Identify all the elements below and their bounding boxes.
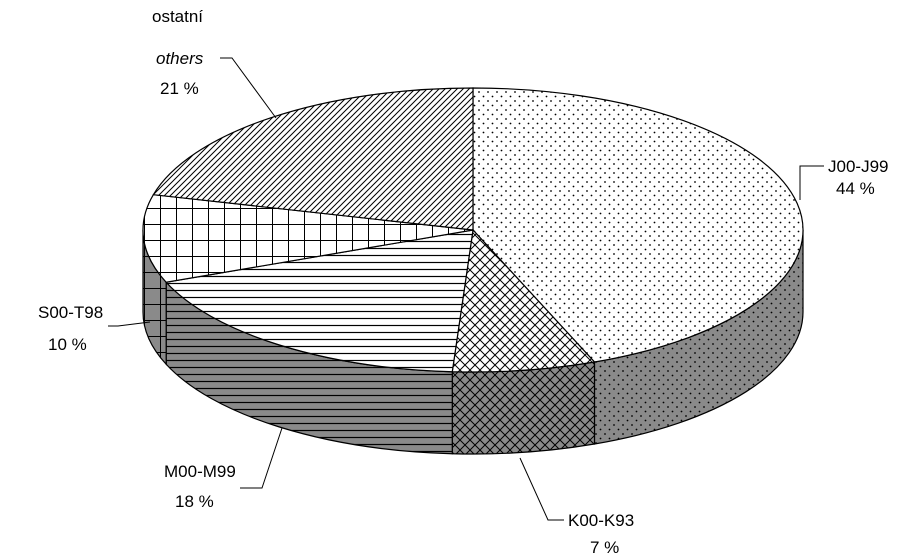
label-s00-t98: S00-T98 xyxy=(38,303,103,322)
value-j00-j99: 44 % xyxy=(836,179,875,198)
pie-slice-m00-m99 xyxy=(164,229,474,373)
leader-line-s00-t98 xyxy=(108,321,151,327)
label-k00-k93: K00-K93 xyxy=(568,511,634,530)
label-others: ostatní xyxy=(152,7,203,26)
label-others-en: others xyxy=(156,49,204,68)
value-s00-t98: 10 % xyxy=(48,335,87,354)
pie-side-k00-k93 xyxy=(451,361,596,455)
value-others: 21 % xyxy=(160,79,199,98)
value-k00-k93: 7 % xyxy=(590,538,619,557)
leader-line-m00-m99 xyxy=(240,427,283,489)
leader-line-others xyxy=(220,57,277,119)
label-j00-j99: J00-J99 xyxy=(828,157,888,176)
label-m00-m99: M00-M99 xyxy=(164,462,236,481)
pie-slice-j00-j99 xyxy=(472,87,804,363)
value-m00-m99: 18 % xyxy=(175,492,214,511)
leader-lines xyxy=(108,57,824,521)
leader-line-j00-j99 xyxy=(799,165,824,200)
pie-slice-k00-k93 xyxy=(451,228,596,373)
leader-line-k00-k93 xyxy=(519,457,564,521)
pie-slice-others xyxy=(152,87,474,231)
pie-slice-s00-t98 xyxy=(142,194,474,283)
